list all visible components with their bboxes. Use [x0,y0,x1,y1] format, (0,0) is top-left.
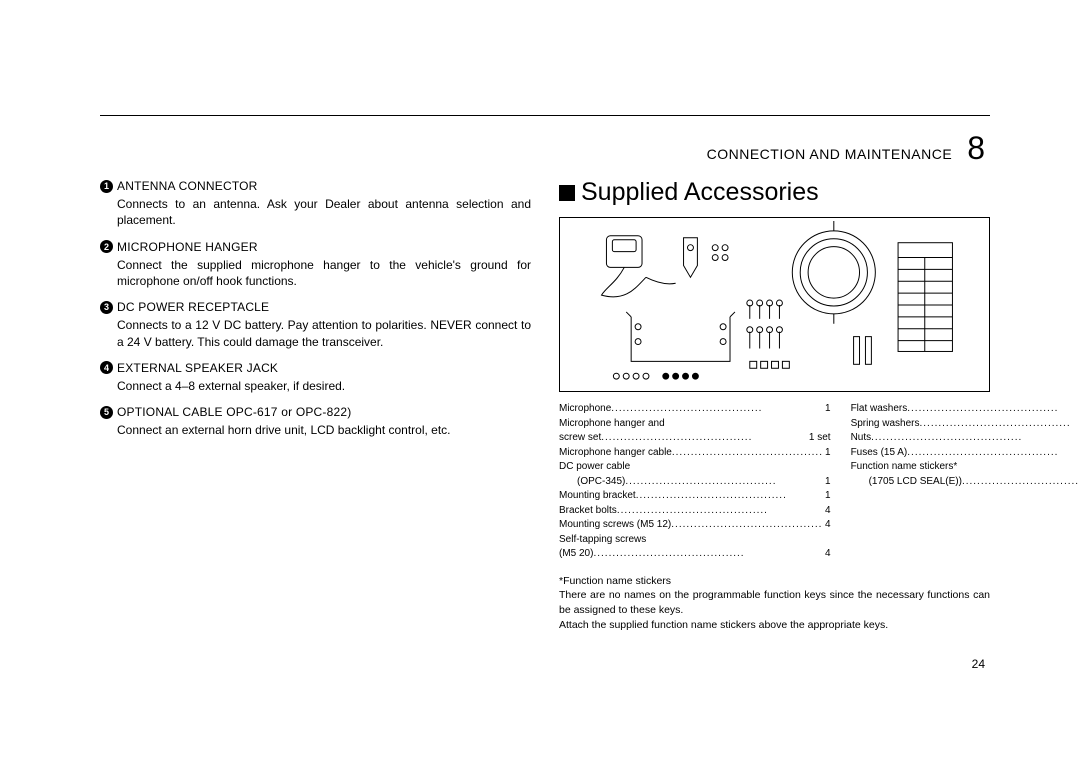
number-circle-icon: 1 [100,180,113,193]
accessory-label: Bracket bolts [559,504,617,519]
accessories-right-col: Flat washers ...........................… [851,402,1080,562]
page-number: 24 [972,657,985,671]
accessory-qty: 4 [823,547,831,562]
number-circle-icon: 4 [100,361,113,374]
right-column: Supplied Accessories [559,178,990,632]
leader-dots: ........................................ [593,547,823,562]
accessory-row: (OPC-345) ..............................… [559,475,831,490]
footnote: *Function name stickers There are no nam… [559,574,990,633]
accessory-label: Nuts [851,431,872,446]
leader-dots: ........................................ [907,446,1080,461]
number-circle-icon: 5 [100,406,113,419]
accessory-label: Flat washers [851,402,908,417]
accessory-qty: 4 [823,504,831,519]
item-body: Connects to a 12 V DC battery. Pay atten… [100,317,531,349]
accessory-qty: 1 [823,446,831,461]
leader-dots: ........................................ [672,446,823,461]
accessories-left-col: Microphone .............................… [559,402,831,562]
section-title-text: Supplied Accessories [581,178,819,207]
illustration-svg [560,218,989,391]
leader-dots: ........................................ [601,431,807,446]
item-title: DC POWER RECEPTACLE [117,299,269,315]
definition-item: 2 MICROPHONE HANGER Connect the supplied m… [100,239,531,290]
leader-dots: ........................................ [907,402,1080,417]
accessory-row: screw set ..............................… [559,431,831,446]
item-title: ANTENNA CONNECTOR [117,178,258,194]
accessory-label: Microphone hanger cable [559,446,672,461]
accessory-row: Mounting screws (M5 12) ................… [559,518,831,533]
item-body: Connect a 4–8 external speaker, if desir… [100,378,531,394]
accessory-label: Fuses (15 A) [851,446,908,461]
accessory-label: Mounting screws (M5 12) [559,518,671,533]
accessory-row: Self-tapping screws [559,533,831,548]
item-title: EXTERNAL SPEAKER JACK [117,360,278,376]
accessory-label: screw set [559,431,601,446]
accessory-row: Microphone .............................… [559,402,831,417]
accessory-row: (1705 LCD SEAL(E)) .....................… [851,475,1080,490]
left-column: 1 ANTENNA CONNECTOR Connects to an antenna… [100,178,531,632]
accessory-label: (M5 20) [559,547,593,562]
chapter-number: 8 [967,130,985,167]
accessory-row: Flat washers ...........................… [851,402,1080,417]
accessory-row: (M5 20) ................................… [559,547,831,562]
header-caption: CONNECTION AND MAINTENANCE [707,146,953,162]
item-body: Connects to an antenna. Ask your Dealer … [100,196,531,228]
page-header: CONNECTION AND MAINTENANCE 8 [707,130,985,167]
accessory-label: Mounting bracket [559,489,636,504]
leader-dots: ........................................ [625,475,823,490]
leader-dots: ........................................ [617,504,823,519]
accessory-row: Microphone hanger cable ................… [559,446,831,461]
definition-item: 4 EXTERNAL SPEAKER JACK Connect a 4–8 exte… [100,360,531,394]
footnote-body: There are no names on the programmable f… [559,588,990,632]
accessory-label: Microphone [559,402,611,417]
leader-dots: ........................................ [919,417,1080,432]
item-body: Connect the supplied microphone hanger t… [100,257,531,289]
definition-item: 1 ANTENNA CONNECTOR Connects to an antenna… [100,178,531,229]
accessory-label: Microphone hanger and [559,417,665,432]
accessory-qty: 1 [823,402,831,417]
accessory-row: Bracket bolts ..........................… [559,504,831,519]
accessory-qty: 4 [823,518,831,533]
accessory-row: Microphone hanger and [559,417,831,432]
definition-item: 3 DC POWER RECEPTACLE Connects to a 12 V D… [100,299,531,350]
top-rule [100,115,990,116]
item-body: Connect an external horn drive unit, LCD… [100,422,531,438]
accessory-row: Function name stickers* [851,460,1080,475]
leader-dots: ........................................ [871,431,1080,446]
accessory-label: Self-tapping screws [559,533,646,548]
accessory-label: Function name stickers* [851,460,958,475]
item-title: OPTIONAL CABLE OPC-617 or OPC-822) [117,404,351,420]
number-circle-icon: 3 [100,301,113,314]
section-title: Supplied Accessories [559,178,990,207]
accessory-row: Nuts ...................................… [851,431,1080,446]
accessory-row: Fuses (15 A) ...........................… [851,446,1080,461]
accessory-row: Mounting bracket .......................… [559,489,831,504]
accessories-illustration [559,217,990,392]
item-title: MICROPHONE HANGER [117,239,258,255]
accessory-label: Spring washers [851,417,920,432]
definition-item: 5 OPTIONAL CABLE OPC-617 or OPC-822) Conne… [100,404,531,438]
accessory-qty: 1 [823,475,831,490]
square-bullet-icon [559,185,575,201]
accessory-label: DC power cable [559,460,630,475]
accessory-qty: 1 [823,489,831,504]
leader-dots: ........................................ [636,489,823,504]
accessory-label: (1705 LCD SEAL(E)) [869,475,962,490]
footnote-title: *Function name stickers [559,574,990,589]
leader-dots: ........................................ [611,402,823,417]
accessory-row: DC power cable [559,460,831,475]
accessories-list: Microphone .............................… [559,402,990,562]
number-circle-icon: 2 [100,240,113,253]
leader-dots: ........................................ [962,475,1080,490]
accessory-row: Spring washers .........................… [851,417,1080,432]
accessory-label: (OPC-345) [577,475,625,490]
accessory-qty: 1 set [807,431,831,446]
leader-dots: ........................................ [671,518,823,533]
